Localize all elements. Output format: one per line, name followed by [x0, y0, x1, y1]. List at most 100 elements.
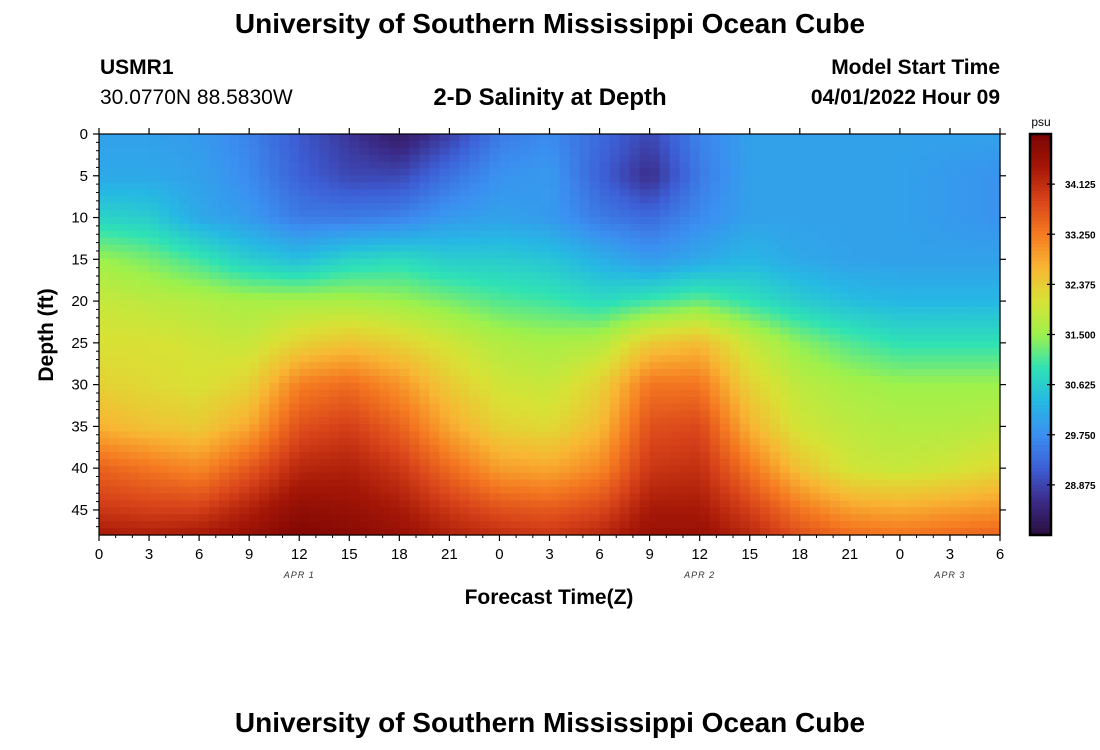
heatmap-cell — [989, 147, 1001, 156]
heatmap-cell — [409, 272, 420, 280]
heatmap-cell — [889, 403, 901, 412]
heatmap-cell — [609, 147, 621, 156]
heatmap-cell — [949, 334, 961, 343]
heatmap-cell — [199, 355, 210, 363]
heatmap-cell — [949, 445, 961, 453]
heatmap-cell — [569, 445, 581, 453]
heatmap-cell — [899, 147, 911, 156]
heatmap-cell — [529, 486, 541, 495]
heatmap-cell — [299, 272, 310, 280]
heatmap-cell — [279, 154, 290, 163]
heatmap-cell — [799, 313, 811, 322]
heatmap-cell — [649, 458, 661, 467]
heatmap-cell — [389, 175, 400, 183]
heatmap-cell — [679, 417, 691, 425]
heatmap-cell — [989, 452, 1001, 460]
heatmap-cell — [369, 223, 380, 232]
heatmap-cell — [479, 341, 491, 349]
heatmap-cell — [879, 362, 891, 370]
heatmap-cell — [919, 175, 931, 183]
heatmap-cell — [759, 168, 771, 177]
heatmap-cell — [919, 279, 931, 287]
heatmap-cell — [409, 431, 420, 439]
heatmap-cell — [499, 355, 511, 363]
heatmap-cell — [789, 168, 801, 177]
heatmap-cell — [519, 154, 531, 163]
heatmap-cell — [179, 196, 190, 204]
heatmap-cell — [159, 514, 170, 522]
heatmap-cell — [979, 216, 991, 225]
heatmap-cell — [889, 424, 901, 432]
heatmap-cell — [429, 424, 440, 432]
heatmap-cell — [389, 355, 400, 363]
heatmap-cell — [519, 348, 531, 356]
heatmap-cell — [619, 313, 631, 322]
heatmap-cell — [289, 479, 300, 488]
heatmap-cell — [289, 168, 300, 177]
heatmap-cell — [539, 299, 551, 308]
heatmap-cell — [849, 251, 861, 260]
heatmap-cell — [819, 410, 831, 419]
heatmap-cell — [719, 168, 731, 177]
heatmap-cell — [989, 341, 1001, 349]
heatmap-cell — [909, 507, 921, 515]
heatmap-cell — [149, 341, 160, 349]
heatmap-cell — [909, 299, 921, 308]
heatmap-cell — [629, 299, 641, 308]
heatmap-cell — [339, 445, 350, 453]
heatmap-cell — [509, 196, 521, 204]
heatmap-cell — [849, 244, 861, 253]
heatmap-cell — [489, 279, 501, 287]
heatmap-cell — [929, 382, 941, 391]
heatmap-cell — [519, 458, 531, 467]
heatmap-cell — [639, 154, 651, 163]
heatmap-cell — [899, 203, 911, 211]
heatmap-cell — [729, 210, 741, 218]
heatmap-cell — [479, 375, 491, 384]
heatmap-cell — [889, 431, 901, 439]
heatmap-cell — [789, 417, 801, 425]
heatmap-cell — [969, 216, 981, 225]
heatmap-cell — [299, 147, 310, 156]
heatmap-cell — [179, 493, 190, 502]
heatmap-cell — [719, 286, 731, 294]
heatmap-cell — [209, 465, 220, 474]
heatmap-cell — [829, 382, 841, 391]
heatmap-cell — [889, 134, 901, 142]
heatmap-cell — [499, 375, 511, 384]
heatmap-cell — [759, 244, 771, 253]
heatmap-cell — [729, 389, 741, 398]
heatmap-cell — [209, 362, 220, 370]
heatmap-cell — [879, 216, 891, 225]
heatmap-cell — [319, 258, 330, 266]
heatmap-cell — [419, 251, 430, 260]
heatmap-cell — [259, 134, 270, 142]
heatmap-cell — [339, 251, 350, 260]
heatmap-cell — [179, 182, 190, 190]
heatmap-cell — [299, 251, 310, 260]
heatmap-cell — [859, 369, 871, 377]
heatmap-cell — [809, 410, 821, 419]
heatmap-cell — [929, 168, 941, 177]
heatmap-cell — [179, 306, 190, 315]
heatmap-cell — [629, 417, 641, 425]
heatmap-cell — [509, 465, 521, 474]
heatmap-cell — [889, 389, 901, 398]
heatmap-cell — [709, 279, 721, 287]
heatmap-cell — [759, 134, 771, 142]
heatmap-cell — [869, 140, 881, 149]
heatmap-cell — [729, 348, 741, 356]
heatmap-cell — [959, 272, 971, 280]
heatmap-cell — [959, 313, 971, 322]
heatmap-cell — [649, 348, 661, 356]
heatmap-cell — [429, 216, 440, 225]
heatmap-cell — [829, 362, 841, 370]
heatmap-cell — [929, 140, 941, 149]
heatmap-cell — [349, 424, 360, 432]
heatmap-cell — [99, 375, 110, 384]
heatmap-cell — [669, 196, 681, 204]
heatmap-cell — [789, 452, 801, 460]
heatmap-cell — [629, 161, 641, 170]
heatmap-cell — [799, 134, 811, 142]
heatmap-cell — [859, 445, 871, 453]
